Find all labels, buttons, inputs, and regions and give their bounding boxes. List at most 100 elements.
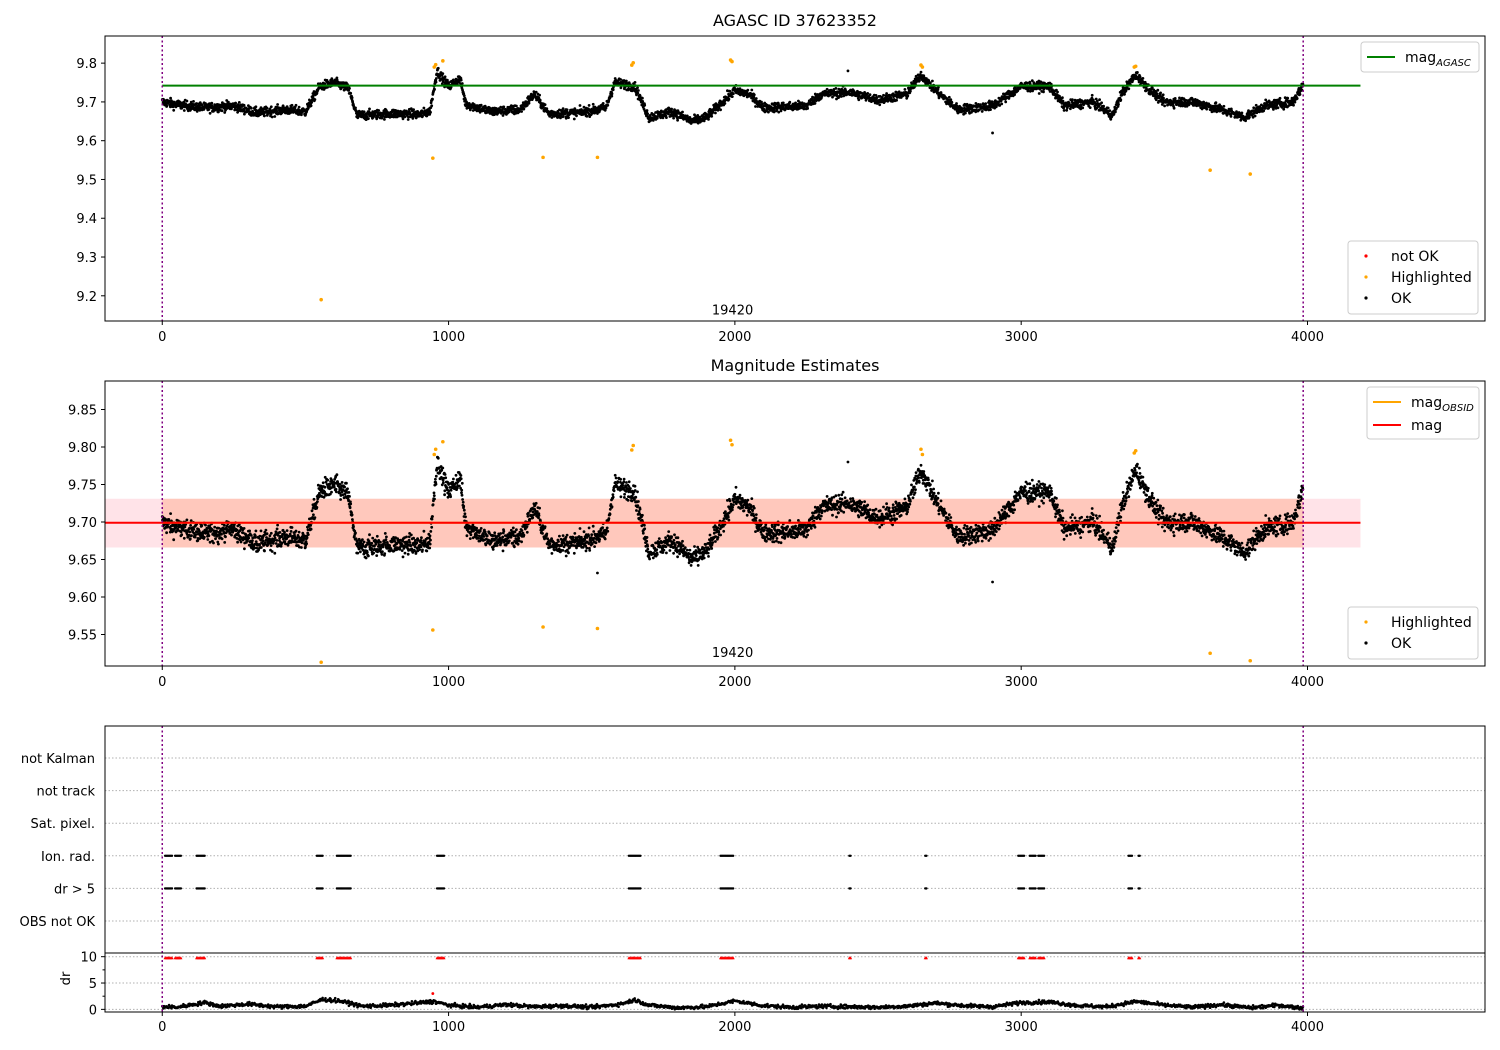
ok-point <box>421 114 424 118</box>
ok-point <box>411 117 415 120</box>
ok-point <box>1088 106 1092 109</box>
ok-point <box>406 118 410 121</box>
ok-point <box>182 536 186 540</box>
y-tick-label: 9.8 <box>76 57 97 72</box>
ok-point <box>269 544 273 547</box>
ok-point <box>275 539 279 542</box>
ok-point <box>220 532 223 536</box>
ok-point <box>225 99 229 102</box>
ok-point <box>269 531 273 535</box>
legend-marker <box>1364 275 1368 279</box>
ok-point <box>561 107 565 110</box>
highlighted-point <box>1208 168 1212 172</box>
ok-point <box>1056 90 1059 94</box>
ok-point <box>719 108 722 112</box>
ok-point <box>335 76 339 80</box>
ok-point <box>321 481 325 485</box>
ok-point <box>955 102 958 105</box>
legend-label-main: mag <box>1405 50 1436 66</box>
ok-point <box>428 542 432 546</box>
ok-point <box>1136 71 1139 74</box>
ok-point <box>313 98 317 101</box>
ok-point <box>1262 109 1266 113</box>
ok-point <box>305 542 308 546</box>
ok-point <box>625 79 628 83</box>
ok-point <box>401 117 405 121</box>
ok-point <box>310 509 314 513</box>
ok-point <box>254 105 258 109</box>
ok-point <box>340 481 344 484</box>
ok-point <box>806 107 809 110</box>
ok-point <box>345 481 348 485</box>
ok-point <box>223 541 227 544</box>
ok-point <box>380 553 384 556</box>
ok-point <box>1240 111 1244 115</box>
ok-point <box>423 540 427 544</box>
ok-point <box>527 101 531 105</box>
ok-point <box>1106 106 1110 110</box>
ok-point <box>1298 93 1302 96</box>
ok-point <box>269 105 273 109</box>
ok-point <box>980 110 984 113</box>
ok-point <box>297 530 301 534</box>
ok-point <box>419 545 423 549</box>
ok-point <box>878 103 882 107</box>
ok-point <box>208 111 212 115</box>
obsid-label: 19420 <box>712 303 753 318</box>
ok-point <box>188 537 192 541</box>
y-tick-label: 9.4 <box>76 212 97 227</box>
ok-point <box>281 104 285 108</box>
ok-point <box>192 100 195 103</box>
ok-point <box>1081 106 1085 110</box>
ok-point <box>409 544 413 548</box>
ok-point <box>403 551 407 555</box>
ok-point <box>1065 108 1069 112</box>
ok-point <box>242 103 246 107</box>
ok-point <box>204 523 207 527</box>
ok-point <box>1127 87 1131 91</box>
ok-point <box>522 107 526 111</box>
ok-point <box>1278 96 1282 100</box>
ok-point <box>381 550 384 553</box>
ok-point <box>224 535 227 539</box>
ok-point <box>716 108 720 112</box>
ok-point <box>193 535 197 539</box>
ok-point <box>275 527 279 531</box>
ok-point <box>1004 100 1008 104</box>
ok-point <box>379 540 382 544</box>
ok-point <box>264 528 268 532</box>
ok-point <box>182 109 186 112</box>
ok-point <box>354 531 357 535</box>
ok-point <box>707 118 710 121</box>
ok-point <box>1098 98 1101 101</box>
ok-point <box>377 109 381 112</box>
ok-point <box>1037 92 1041 95</box>
ok-point <box>1108 109 1112 113</box>
ok-point <box>374 542 378 546</box>
ok-point <box>425 549 429 553</box>
ok-point <box>362 540 366 544</box>
ok-point <box>681 110 684 114</box>
ok-point <box>200 524 204 528</box>
ok-point <box>383 552 387 555</box>
legend-label: OK <box>1391 291 1412 307</box>
ok-point <box>237 101 241 104</box>
ok-point <box>538 98 542 102</box>
ok-point <box>212 541 215 545</box>
ok-point <box>1292 103 1295 107</box>
ok-point <box>1163 104 1166 108</box>
ok-point <box>420 536 423 540</box>
ok-point <box>1109 117 1113 121</box>
ok-point <box>572 117 576 121</box>
ok-point <box>192 527 196 531</box>
ok-point <box>357 547 361 551</box>
ok-point <box>300 113 303 117</box>
ok-point <box>596 112 599 115</box>
ok-point <box>408 111 412 114</box>
ok-point <box>984 102 988 105</box>
ok-point <box>224 108 227 112</box>
ok-point <box>367 554 370 558</box>
ok-point <box>189 519 193 523</box>
ok-point <box>230 107 233 111</box>
ok-point <box>375 554 379 557</box>
